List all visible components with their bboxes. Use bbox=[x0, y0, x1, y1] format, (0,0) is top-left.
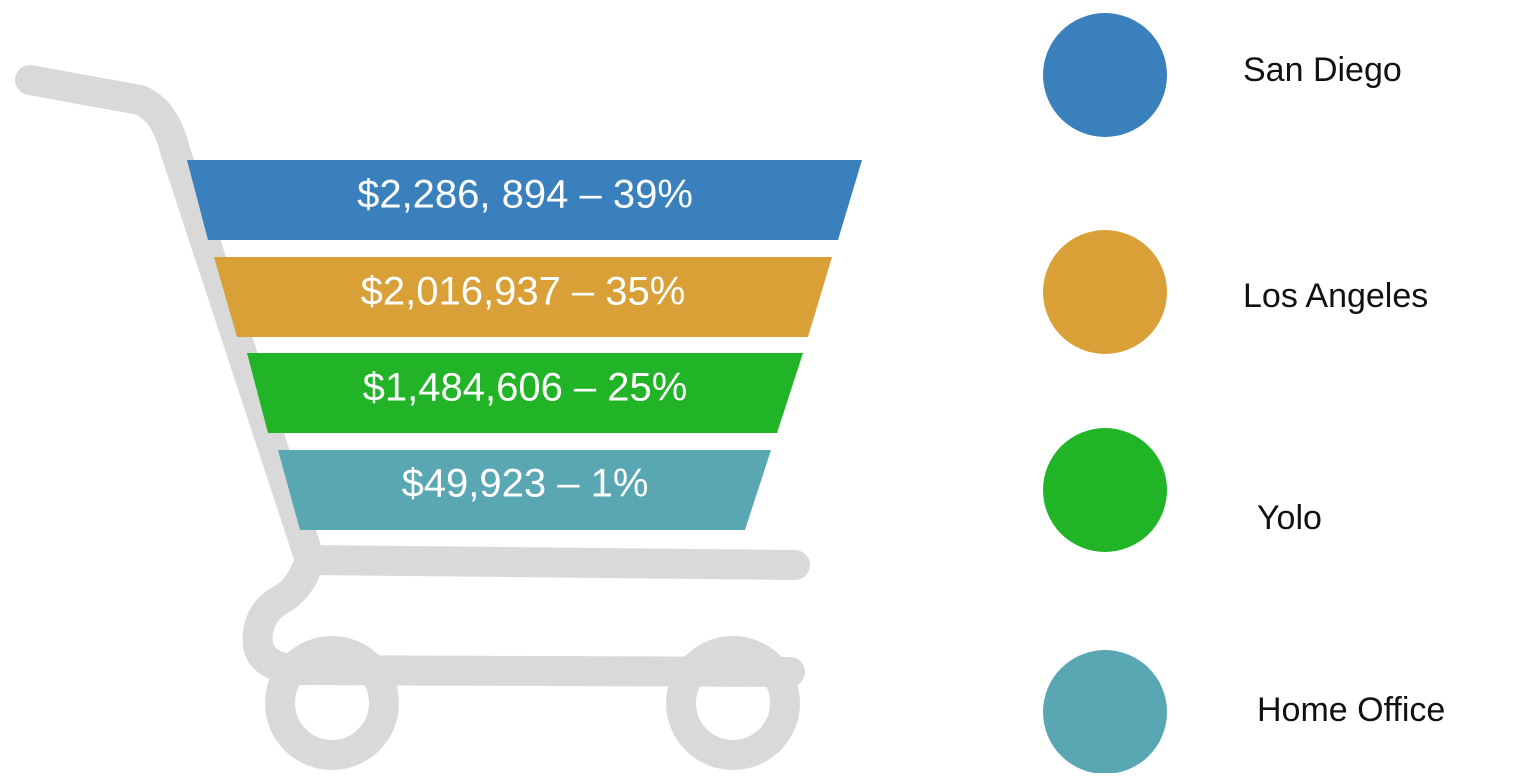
legend-label: Yolo bbox=[1257, 499, 1322, 537]
cart-handle bbox=[15, 65, 810, 580]
segment-label: $2,016,937 – 35% bbox=[361, 270, 686, 314]
legend: San Diego Los Angeles Yolo Home Office bbox=[1043, 13, 1445, 774]
funnel-segment bbox=[187, 160, 862, 240]
legend-label: Home Office bbox=[1257, 691, 1445, 729]
funnel-segment bbox=[214, 257, 832, 337]
segment-label: $2,286, 894 – 39% bbox=[357, 173, 693, 217]
cart-wheel bbox=[265, 636, 399, 770]
legend-swatch bbox=[1043, 428, 1167, 552]
cart-wheel bbox=[666, 636, 800, 770]
legend-swatch bbox=[1043, 230, 1167, 354]
legend-label: Los Angeles bbox=[1243, 277, 1428, 315]
cart-base bbox=[242, 545, 805, 687]
legend-swatch bbox=[1043, 650, 1167, 774]
segment-label: $49,923 – 1% bbox=[402, 462, 649, 506]
funnel-segment bbox=[247, 353, 803, 433]
cart-icon bbox=[15, 65, 810, 770]
legend-label: San Diego bbox=[1243, 51, 1402, 89]
segment-label: $1,484,606 – 25% bbox=[363, 366, 688, 410]
legend-swatch bbox=[1043, 13, 1167, 137]
funnel: $2,286, 894 – 39% $2,016,937 – 35% $1,48… bbox=[187, 160, 862, 530]
funnel-segment bbox=[278, 450, 771, 530]
